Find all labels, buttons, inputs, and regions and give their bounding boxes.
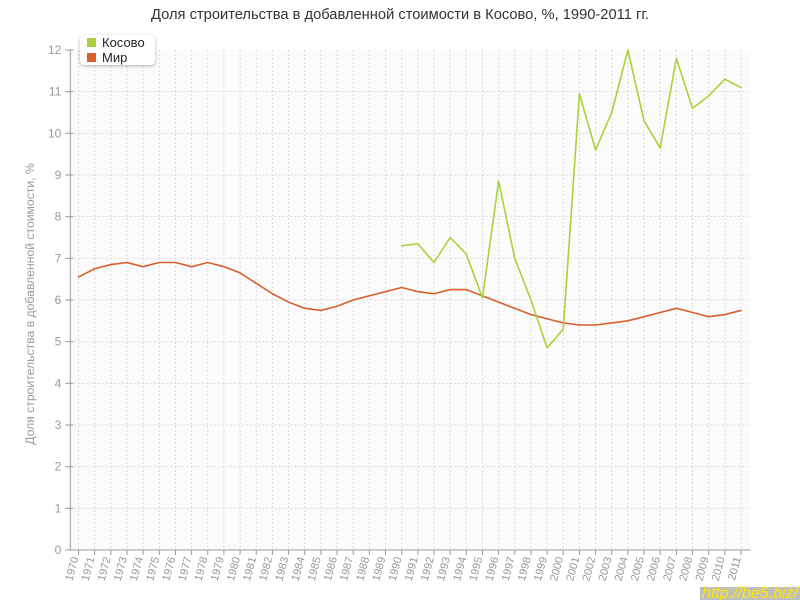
svg-text:1987: 1987 (338, 556, 356, 583)
svg-text:1972: 1972 (96, 556, 114, 583)
svg-text:1981: 1981 (241, 556, 259, 583)
svg-text:7: 7 (55, 251, 62, 265)
svg-text:1973: 1973 (112, 556, 130, 583)
svg-text:1982: 1982 (257, 556, 275, 583)
svg-text:1974: 1974 (128, 556, 146, 583)
svg-text:2003: 2003 (597, 556, 615, 583)
svg-text:1997: 1997 (500, 556, 518, 583)
svg-text:2011: 2011 (726, 556, 744, 582)
svg-text:1996: 1996 (484, 556, 502, 583)
svg-text:1994: 1994 (451, 556, 469, 583)
svg-text:1999: 1999 (532, 556, 550, 583)
svg-text:1989: 1989 (370, 556, 388, 583)
svg-text:1991: 1991 (403, 556, 421, 583)
svg-text:1990: 1990 (387, 556, 405, 583)
svg-text:11: 11 (49, 85, 62, 99)
svg-text:1978: 1978 (193, 556, 211, 583)
svg-text:2006: 2006 (645, 556, 663, 583)
svg-text:1980: 1980 (225, 556, 243, 583)
svg-text:1988: 1988 (354, 556, 372, 583)
svg-text:1998: 1998 (516, 556, 534, 583)
svg-text:1971: 1971 (80, 556, 98, 583)
svg-text:2009: 2009 (694, 556, 712, 583)
svg-text:1995: 1995 (467, 556, 485, 583)
svg-text:1984: 1984 (290, 556, 308, 583)
svg-text:4: 4 (55, 376, 62, 390)
svg-text:2005: 2005 (629, 556, 647, 583)
svg-text:1977: 1977 (177, 556, 195, 583)
svg-text:1993: 1993 (435, 556, 453, 583)
svg-text:8: 8 (55, 210, 62, 224)
svg-text:1983: 1983 (274, 556, 292, 583)
svg-text:1: 1 (55, 501, 62, 515)
svg-text:3: 3 (55, 418, 62, 432)
svg-text:10: 10 (48, 126, 62, 140)
svg-text:12: 12 (48, 43, 62, 57)
svg-text:2010: 2010 (710, 556, 728, 583)
svg-text:2000: 2000 (548, 556, 566, 583)
svg-text:2008: 2008 (677, 556, 695, 583)
svg-text:5: 5 (55, 335, 62, 349)
svg-text:2007: 2007 (661, 556, 679, 583)
svg-text:2: 2 (55, 460, 62, 474)
svg-text:1976: 1976 (160, 556, 178, 583)
svg-text:2002: 2002 (581, 556, 599, 583)
svg-text:1985: 1985 (306, 556, 324, 583)
svg-text:6: 6 (55, 293, 62, 307)
svg-text:1986: 1986 (322, 556, 340, 583)
svg-text:1975: 1975 (144, 556, 162, 583)
svg-text:2004: 2004 (613, 556, 631, 583)
svg-text:0: 0 (55, 543, 62, 557)
svg-text:1979: 1979 (209, 556, 227, 583)
svg-text:2001: 2001 (564, 556, 582, 583)
svg-text:1970: 1970 (63, 556, 81, 583)
svg-text:9: 9 (55, 168, 62, 182)
svg-text:1992: 1992 (419, 556, 437, 583)
